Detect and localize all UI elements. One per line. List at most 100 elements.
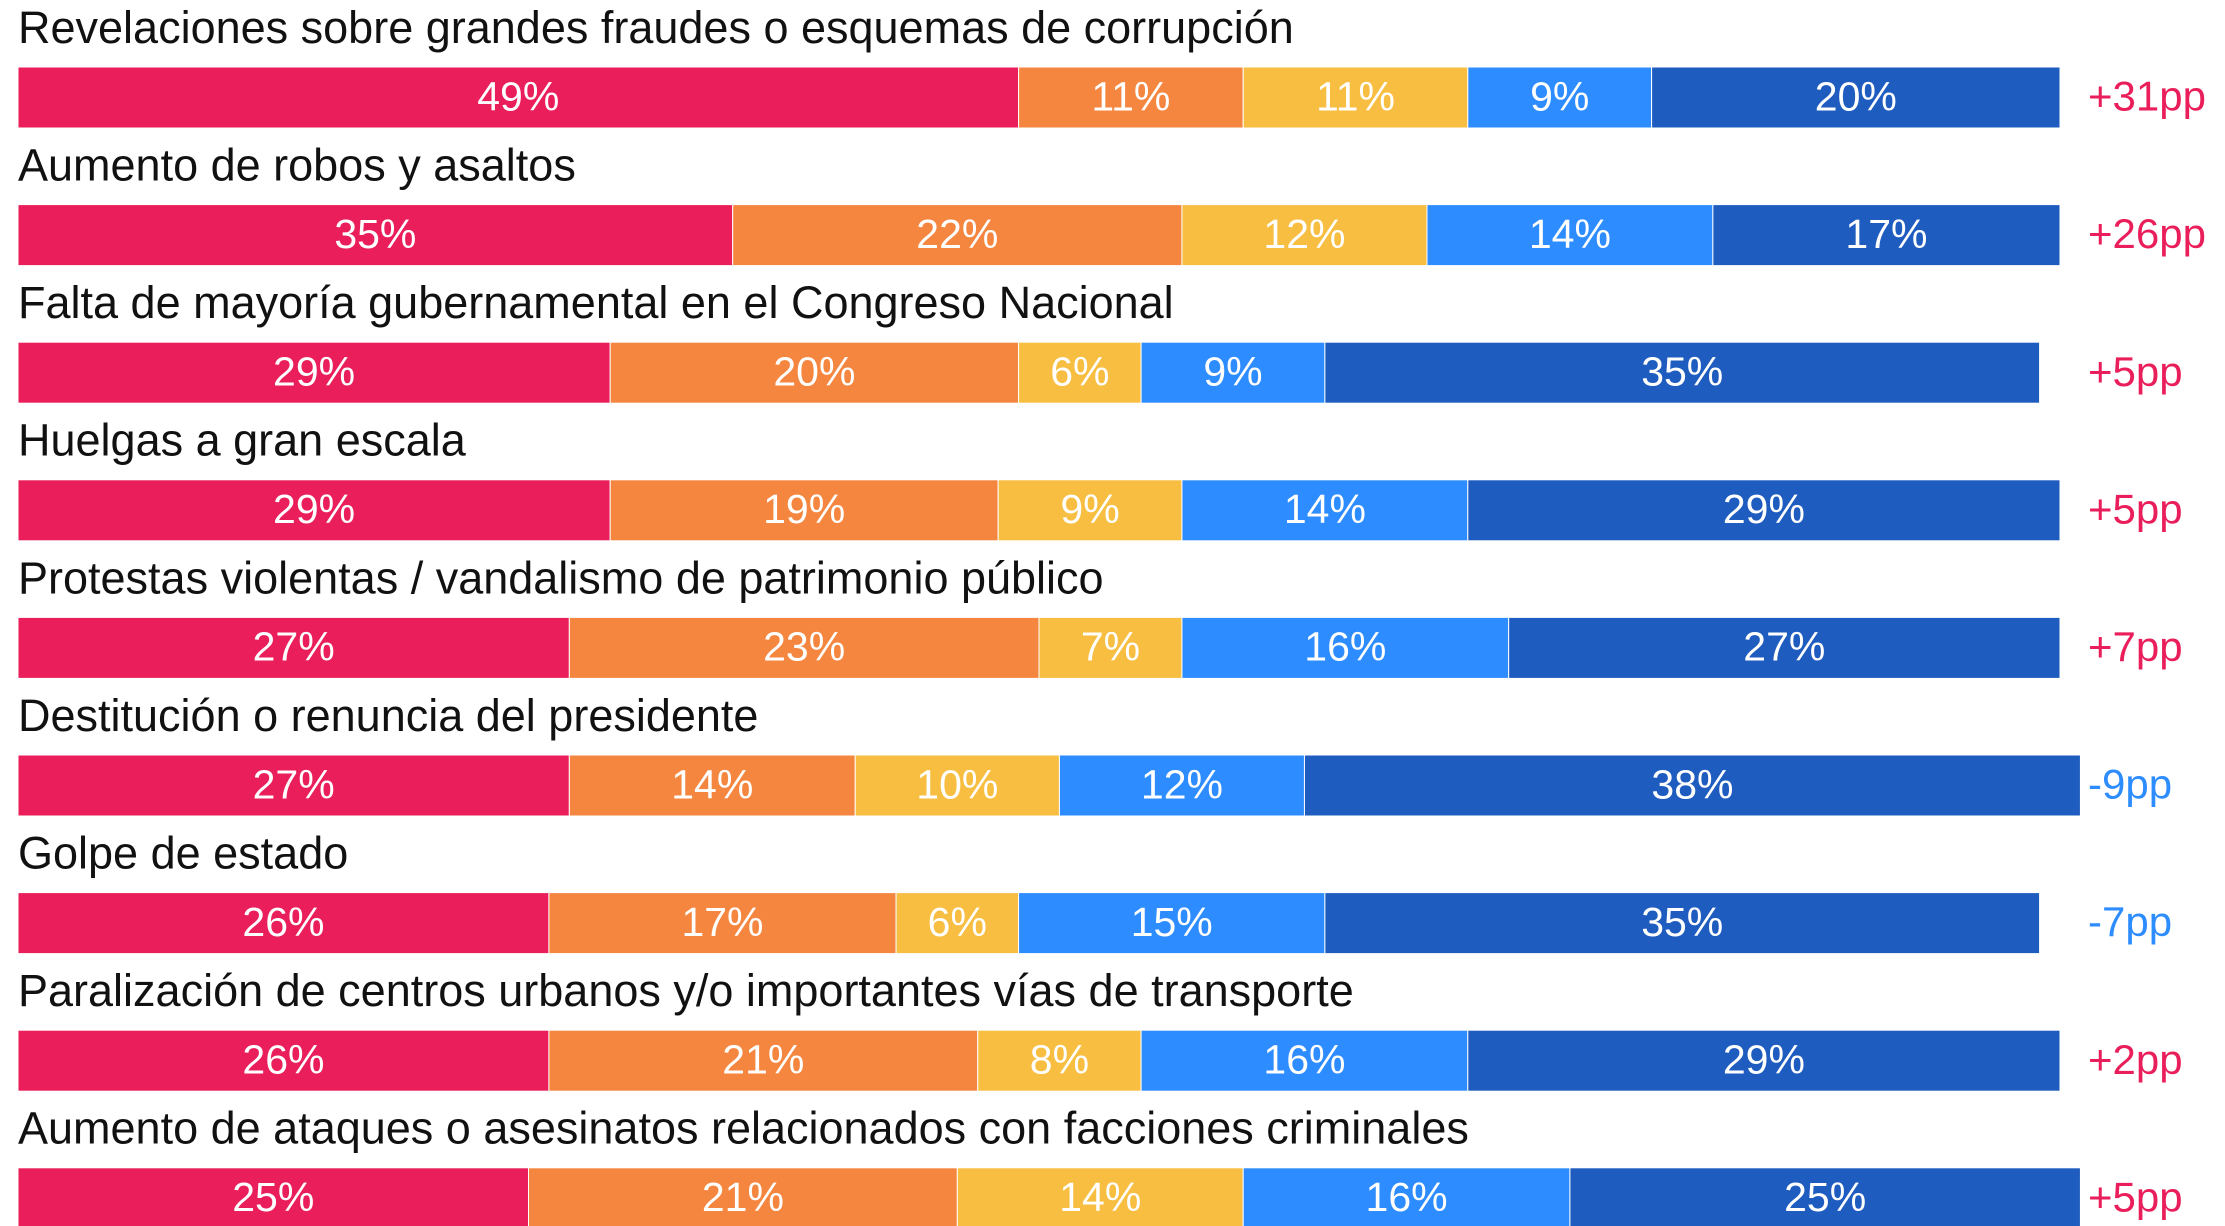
value-label: 26% <box>242 1037 324 1083</box>
value-label: 49% <box>477 73 559 119</box>
value-label: 16% <box>1366 1174 1448 1220</box>
value-label: 35% <box>1641 349 1723 395</box>
value-label: 6% <box>1050 349 1109 395</box>
category-label: Golpe de estado <box>18 827 348 878</box>
value-label: 35% <box>1641 899 1723 945</box>
bar-segment <box>568 754 856 817</box>
value-label: 7% <box>1081 624 1140 670</box>
bar-segment <box>1467 479 2061 542</box>
value-label: 38% <box>1651 761 1733 807</box>
bar-segment <box>1140 341 1326 404</box>
value-label: 8% <box>1030 1037 1089 1083</box>
bar-segment <box>1651 66 2061 129</box>
bar-segment <box>609 341 1020 404</box>
value-label: 27% <box>253 761 335 807</box>
bar-segment <box>17 616 570 679</box>
value-label: 12% <box>1141 761 1223 807</box>
bar-segment <box>1508 616 2061 679</box>
value-label: 6% <box>928 899 987 945</box>
category-label: Revelaciones sobre grandes fraudes o esq… <box>18 2 1294 53</box>
value-label: 10% <box>916 761 998 807</box>
value-label: 14% <box>1284 486 1366 532</box>
value-label: 16% <box>1263 1037 1345 1083</box>
value-label: 29% <box>1723 1037 1805 1083</box>
bar-segment <box>1181 204 1428 267</box>
value-label: 22% <box>916 211 998 257</box>
bar-segment <box>17 479 611 542</box>
bar-segment <box>1712 204 2061 267</box>
bar-segment <box>1324 341 2041 404</box>
bar-segment <box>1038 616 1183 679</box>
bar-segment <box>977 1029 1142 1092</box>
value-label: 17% <box>1845 211 1927 257</box>
bar-segment <box>1140 1029 1469 1092</box>
bar-segment <box>1058 754 1305 817</box>
category-label: Falta de mayoría gubernamental en el Con… <box>18 277 1174 328</box>
value-label: 14% <box>671 761 753 807</box>
value-label: 15% <box>1131 899 1213 945</box>
bar-segment <box>568 616 1040 679</box>
net-label: -9pp <box>2088 761 2172 808</box>
value-label: 11% <box>1316 73 1395 119</box>
bar-segment <box>1018 341 1142 404</box>
value-label: 11% <box>1091 73 1170 119</box>
value-label: 27% <box>253 624 335 670</box>
bar-segment <box>1242 1167 1571 1226</box>
category-label: Protestas violentas / vandalismo de patr… <box>18 552 1104 603</box>
net-label: -7pp <box>2088 898 2172 945</box>
category-label: Aumento de robos y asaltos <box>18 139 576 190</box>
value-label: 19% <box>763 486 845 532</box>
bar-segment <box>1569 1167 2081 1226</box>
bar-segment <box>1181 479 1469 542</box>
net-label: +31pp <box>2088 73 2206 120</box>
value-label: 20% <box>1815 73 1897 119</box>
value-label: 16% <box>1304 624 1386 670</box>
value-label: 21% <box>702 1174 784 1220</box>
value-label: 25% <box>232 1174 314 1220</box>
bar-segment <box>1426 204 1714 267</box>
net-label: +26pp <box>2088 210 2206 257</box>
bar-segment <box>1467 1029 2061 1092</box>
value-label: 21% <box>722 1037 804 1083</box>
category-label: Destitución o renuncia del presidente <box>18 690 758 741</box>
bar-segment <box>1303 754 2081 817</box>
value-label: 29% <box>273 486 355 532</box>
value-label: 12% <box>1263 211 1345 257</box>
bar-segment <box>1242 66 1469 129</box>
category-label: Aumento de ataques o asesinatos relacion… <box>18 1103 1469 1154</box>
bar-segment <box>732 204 1183 267</box>
value-label: 26% <box>242 899 324 945</box>
value-label: 35% <box>334 211 416 257</box>
bar-segment <box>956 1167 1244 1226</box>
value-label: 17% <box>681 899 763 945</box>
bar-segment <box>1018 892 1326 955</box>
bar-segment <box>997 479 1183 542</box>
value-label: 25% <box>1784 1174 1866 1220</box>
bar-segment <box>1467 66 1653 129</box>
bar-segment <box>854 754 1060 817</box>
bar-segment <box>17 66 1020 129</box>
value-label: 23% <box>763 624 845 670</box>
net-label: +5pp <box>2088 348 2183 395</box>
value-label: 20% <box>773 349 855 395</box>
category-label: Huelgas a gran escala <box>18 415 467 466</box>
bar-segment <box>17 1029 550 1092</box>
bar-segment <box>548 1029 979 1092</box>
value-label: 29% <box>1723 486 1805 532</box>
category-label: Paralización de centros urbanos y/o impo… <box>18 965 1354 1016</box>
bar-segment <box>1018 66 1244 129</box>
net-label: +7pp <box>2088 623 2183 670</box>
net-label: +5pp <box>2088 485 2183 532</box>
value-label: 9% <box>1060 486 1119 532</box>
bar-segment <box>609 479 999 542</box>
bar-segment <box>528 1167 958 1226</box>
bar-segment <box>1324 892 2041 955</box>
bar-segment <box>17 204 734 267</box>
net-label: +2pp <box>2088 1036 2183 1083</box>
bar-segment <box>17 892 550 955</box>
value-label: 14% <box>1529 211 1611 257</box>
value-label: 9% <box>1530 73 1589 119</box>
bar-segment <box>17 1167 529 1226</box>
